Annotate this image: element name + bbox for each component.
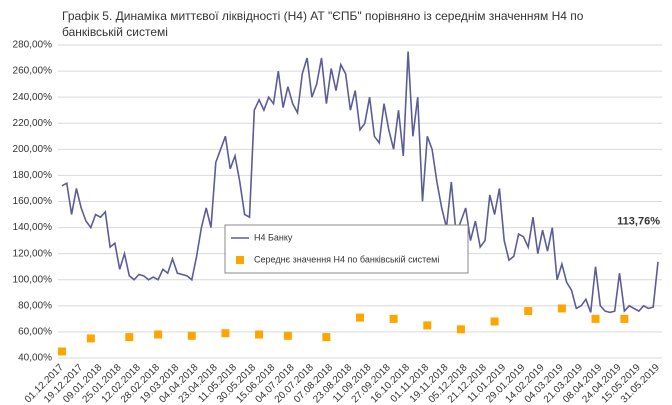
marker <box>86 334 95 343</box>
y-tick-label: 240,00% <box>13 92 53 103</box>
y-tick-label: 220,00% <box>13 118 53 129</box>
y-tick-label: 200,00% <box>13 144 53 155</box>
y-tick-label: 180,00% <box>13 170 53 181</box>
marker <box>389 314 398 323</box>
legend-label: Н4 Банку <box>254 232 293 242</box>
marker <box>283 331 292 340</box>
marker <box>356 313 364 322</box>
y-tick-label: 60,00% <box>18 327 52 338</box>
y-tick-label: 40,00% <box>18 353 52 364</box>
marker <box>490 317 499 326</box>
y-tick-label: 140,00% <box>13 222 53 233</box>
marker <box>620 314 629 323</box>
legend-swatch <box>236 256 244 264</box>
legend-label: Середнє значення Н4 по банківській систе… <box>254 254 439 264</box>
marker <box>423 321 432 330</box>
marker <box>187 331 196 340</box>
marker <box>322 333 331 342</box>
marker <box>58 347 66 356</box>
y-tick-label: 160,00% <box>13 196 53 207</box>
y-tick-label: 280,00% <box>13 40 53 51</box>
marker <box>557 304 566 313</box>
marker <box>154 330 163 339</box>
marker <box>591 314 600 323</box>
marker <box>125 333 134 342</box>
y-tick-label: 100,00% <box>13 274 53 285</box>
legend-box <box>224 224 469 274</box>
y-tick-label: 260,00% <box>13 66 53 77</box>
line <box>61 51 659 314</box>
chart-title: Графік 5. Динаміка миттєвої ліквідності … <box>62 9 584 39</box>
marker <box>221 329 230 338</box>
legend: Н4 Банку Середнє значення Н4 по банківськ… <box>224 224 469 274</box>
y-tick-label: 120,00% <box>13 248 53 259</box>
data-label: 113,76% <box>617 216 660 228</box>
y-tick-label: 80,00% <box>18 300 52 311</box>
marker <box>524 307 533 316</box>
marker <box>255 330 264 339</box>
marker <box>456 325 465 334</box>
